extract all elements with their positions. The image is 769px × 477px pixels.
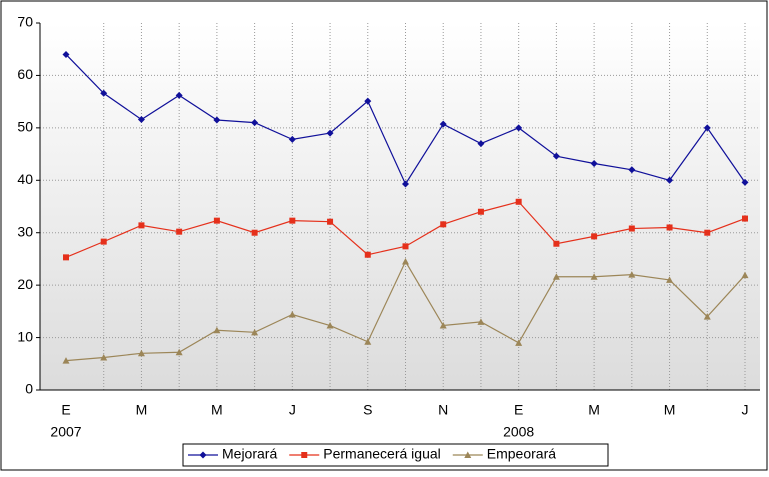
data-point (628, 271, 636, 278)
data-point (288, 311, 296, 318)
data-point (704, 229, 711, 236)
data-point (176, 228, 183, 235)
data-point (440, 221, 447, 228)
data-point (62, 50, 70, 58)
data-point (63, 254, 69, 261)
legend-marker (464, 451, 472, 458)
data-point (477, 140, 485, 148)
data-point (62, 357, 70, 364)
data-point (666, 176, 674, 184)
data-point (213, 217, 220, 224)
data-point (288, 135, 296, 143)
data-point (364, 251, 371, 258)
data-point (741, 271, 749, 279)
data-point (100, 353, 108, 361)
plot-area (40, 23, 760, 390)
y-tick-label: 10 (17, 328, 33, 344)
data-point (666, 276, 674, 283)
x-tick-label: M (664, 402, 676, 418)
data-point (364, 338, 372, 345)
data-point (741, 178, 749, 186)
data-point (591, 233, 598, 240)
data-point (666, 224, 673, 231)
data-point (703, 313, 711, 320)
x-tick-label: N (438, 402, 448, 418)
data-point (138, 222, 145, 229)
x-tick-label: J (289, 402, 296, 418)
data-point (402, 180, 409, 188)
legend-label: Empeorará (487, 446, 556, 462)
x-tick-label: M (136, 402, 148, 418)
legend-marker (199, 451, 207, 459)
data-point (213, 116, 221, 124)
data-point (326, 322, 334, 329)
legend-label: Mejorará (222, 446, 277, 462)
data-point (590, 273, 598, 280)
x-year-label: 2008 (503, 424, 534, 440)
x-tick-label: M (588, 402, 600, 418)
data-point (251, 119, 259, 127)
data-point (251, 229, 258, 236)
x-tick-label: E (514, 402, 523, 418)
legend-box (182, 443, 609, 467)
y-tick-label: 70 (17, 14, 33, 30)
data-point (326, 129, 334, 137)
data-point (552, 152, 560, 160)
legend-label: Permanecerá igual (323, 446, 441, 462)
data-point (364, 97, 372, 105)
y-tick-label: 50 (17, 119, 33, 135)
data-point (137, 115, 145, 123)
data-point (175, 348, 183, 356)
data-point (100, 238, 107, 245)
y-tick-label: 0 (25, 381, 33, 397)
data-point (553, 240, 560, 247)
data-point (213, 326, 221, 334)
x-tick-label: M (211, 402, 223, 418)
data-point (402, 243, 409, 250)
data-point (628, 166, 636, 174)
data-point (439, 322, 447, 329)
data-point (137, 349, 145, 357)
y-tick-label: 20 (17, 276, 33, 292)
data-point (515, 339, 523, 346)
y-tick-label: 60 (17, 66, 33, 82)
data-point (515, 124, 523, 132)
data-point (251, 328, 259, 336)
x-year-label: 2007 (50, 424, 81, 440)
x-tick-label: E (61, 402, 70, 418)
data-point (742, 215, 748, 222)
x-tick-label: J (742, 402, 749, 418)
data-point (515, 198, 522, 205)
data-point (175, 91, 183, 99)
data-point (590, 160, 598, 168)
data-point (289, 217, 296, 224)
y-tick-label: 40 (17, 171, 33, 187)
data-point (477, 208, 484, 215)
legend-marker (301, 452, 308, 458)
data-point (439, 120, 447, 128)
data-point (100, 89, 108, 97)
data-point (703, 124, 711, 132)
data-point (628, 225, 635, 232)
x-tick-label: S (363, 402, 372, 418)
data-point (477, 318, 485, 325)
y-tick-label: 30 (17, 223, 33, 239)
data-point (327, 218, 334, 225)
data-point (402, 258, 409, 265)
data-point (552, 273, 560, 280)
